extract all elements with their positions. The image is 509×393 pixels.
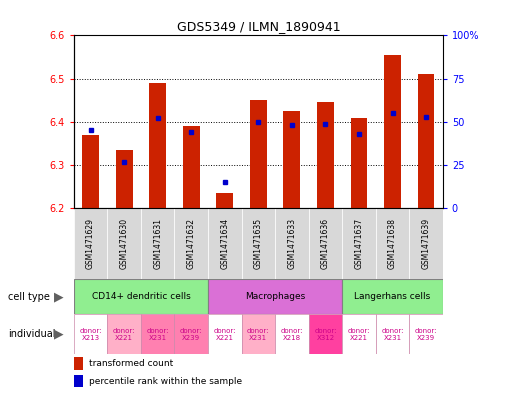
Text: GSM1471629: GSM1471629 [86, 218, 95, 269]
Bar [149, 83, 166, 208]
Bar [342, 314, 376, 354]
Text: GSM1471637: GSM1471637 [354, 218, 363, 269]
Text: donor:
X239: donor: X239 [180, 327, 203, 341]
Text: percentile rank within the sample: percentile rank within the sample [89, 377, 242, 386]
Bar [208, 208, 242, 279]
Text: CD14+ dendritic cells: CD14+ dendritic cells [92, 292, 190, 301]
Text: donor:
X239: donor: X239 [415, 327, 437, 341]
Bar [284, 111, 300, 208]
Bar [250, 100, 267, 208]
Text: GSM1471630: GSM1471630 [120, 218, 129, 269]
Bar [74, 375, 83, 387]
Bar [317, 102, 334, 208]
Bar [141, 314, 175, 354]
Text: donor:
X231: donor: X231 [247, 327, 270, 341]
Bar [242, 208, 275, 279]
Bar [308, 314, 342, 354]
Bar [208, 279, 342, 314]
Bar [82, 135, 99, 208]
Bar [342, 208, 376, 279]
Text: GSM1471636: GSM1471636 [321, 218, 330, 269]
Bar [175, 208, 208, 279]
Bar [216, 193, 233, 208]
Bar [308, 208, 342, 279]
Bar [74, 357, 83, 369]
Bar [242, 314, 275, 354]
Text: transformed count: transformed count [89, 359, 173, 368]
Title: GDS5349 / ILMN_1890941: GDS5349 / ILMN_1890941 [177, 20, 340, 33]
Text: GSM1471632: GSM1471632 [187, 218, 196, 269]
Text: GSM1471639: GSM1471639 [421, 218, 431, 269]
Bar [107, 208, 141, 279]
Text: donor:
X312: donor: X312 [314, 327, 336, 341]
Bar [418, 74, 435, 208]
Bar [376, 314, 409, 354]
Text: GSM1471634: GSM1471634 [220, 218, 229, 269]
Bar [74, 279, 208, 314]
Bar [351, 118, 367, 208]
Text: cell type: cell type [8, 292, 49, 302]
Bar [175, 314, 208, 354]
Bar [376, 208, 409, 279]
Text: Macrophages: Macrophages [245, 292, 305, 301]
Text: donor:
X221: donor: X221 [348, 327, 370, 341]
Text: donor:
X231: donor: X231 [381, 327, 404, 341]
Text: GSM1471635: GSM1471635 [254, 218, 263, 269]
Bar [409, 208, 443, 279]
Bar [74, 314, 107, 354]
Bar [275, 314, 308, 354]
Text: ▶: ▶ [54, 290, 63, 303]
Text: GSM1471638: GSM1471638 [388, 218, 397, 269]
Bar [116, 150, 132, 208]
Bar [208, 314, 242, 354]
Text: individual: individual [8, 329, 55, 339]
Bar [74, 208, 107, 279]
Text: GSM1471633: GSM1471633 [288, 218, 296, 269]
Text: donor:
X231: donor: X231 [147, 327, 169, 341]
Bar [141, 208, 175, 279]
Bar [409, 314, 443, 354]
Bar [384, 55, 401, 208]
Bar [107, 314, 141, 354]
Text: ▶: ▶ [54, 327, 63, 341]
Bar [183, 126, 200, 208]
Text: donor:
X218: donor: X218 [280, 327, 303, 341]
Bar [275, 208, 308, 279]
Text: donor:
X221: donor: X221 [113, 327, 135, 341]
Text: donor:
X221: donor: X221 [213, 327, 236, 341]
Text: GSM1471631: GSM1471631 [153, 218, 162, 269]
Text: Langerhans cells: Langerhans cells [354, 292, 431, 301]
Bar [342, 279, 443, 314]
Text: donor:
X213: donor: X213 [79, 327, 102, 341]
